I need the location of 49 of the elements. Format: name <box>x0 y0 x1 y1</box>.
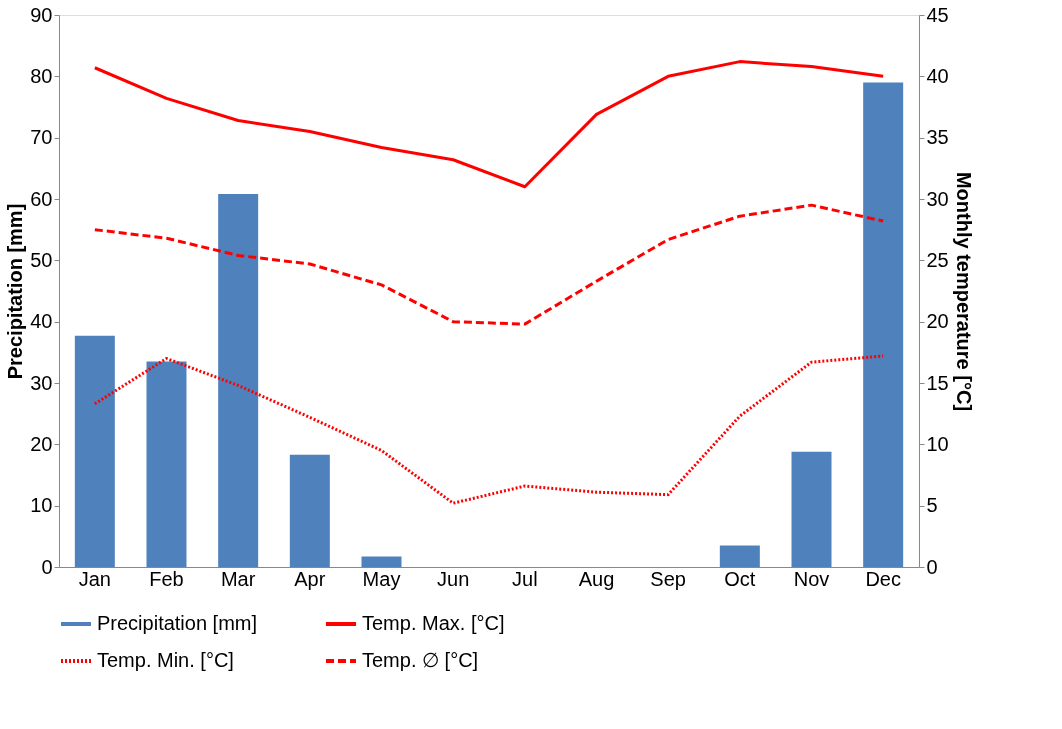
y2-tick-label: 45 <box>926 3 949 26</box>
legend-label: Temp. ∅ [°C] <box>362 649 479 671</box>
x-tick-label: Jan <box>78 567 111 590</box>
y2-tick-label: 40 <box>926 64 949 87</box>
legend-label: Precipitation [mm] <box>97 612 258 634</box>
legend-label: Temp. Max. [°C] <box>362 612 505 634</box>
y2-tick-label: 5 <box>926 494 938 517</box>
y-tick-label: 60 <box>30 187 53 210</box>
bar <box>791 451 832 567</box>
y-tick-label: 0 <box>41 555 53 578</box>
x-tick-label: Feb <box>149 567 184 590</box>
legend-label: Temp. Min. [°C] <box>97 649 234 671</box>
x-tick-label: Jun <box>437 567 470 590</box>
y-tick-label: 30 <box>30 371 53 394</box>
y-tick-label: 50 <box>30 248 53 271</box>
x-tick-label: Mar <box>220 567 256 590</box>
bar <box>719 545 760 567</box>
x-tick-label: Oct <box>724 567 756 590</box>
bar <box>863 82 904 567</box>
y-tick-label: 90 <box>30 3 53 26</box>
y2-tick-label: 30 <box>926 187 949 210</box>
y-tick-label: 10 <box>30 494 53 517</box>
bar <box>74 335 115 567</box>
y2-tick-label: 25 <box>926 248 949 271</box>
y2-tick-label: 20 <box>926 310 949 333</box>
line-series <box>93 60 885 189</box>
bar <box>289 454 330 567</box>
x-tick-label: Sep <box>650 567 686 590</box>
x-tick-label: Jul <box>512 567 538 590</box>
y-axis-title: Precipitation [mm] <box>4 203 27 380</box>
y-tick-label: 20 <box>30 432 53 455</box>
line-series <box>93 203 885 326</box>
x-tick-label: May <box>362 567 401 590</box>
y-tick-label: 40 <box>30 310 53 333</box>
y-tick-label: 70 <box>30 126 53 149</box>
y-tick-label: 80 <box>30 64 53 87</box>
line-series <box>93 354 885 505</box>
x-tick-label: Dec <box>865 567 901 590</box>
x-tick-label: Apr <box>294 567 326 590</box>
y2-axis-title: Monthly temperature [°C] <box>952 171 975 412</box>
bar <box>361 556 402 567</box>
x-tick-label: Nov <box>793 567 830 590</box>
y2-tick-label: 35 <box>926 126 949 149</box>
bar <box>146 361 187 567</box>
x-tick-label: Aug <box>578 567 615 590</box>
y2-tick-label: 10 <box>926 432 949 455</box>
bar <box>218 194 259 567</box>
y2-tick-label: 15 <box>926 371 949 394</box>
y2-tick-label: 0 <box>926 555 938 578</box>
